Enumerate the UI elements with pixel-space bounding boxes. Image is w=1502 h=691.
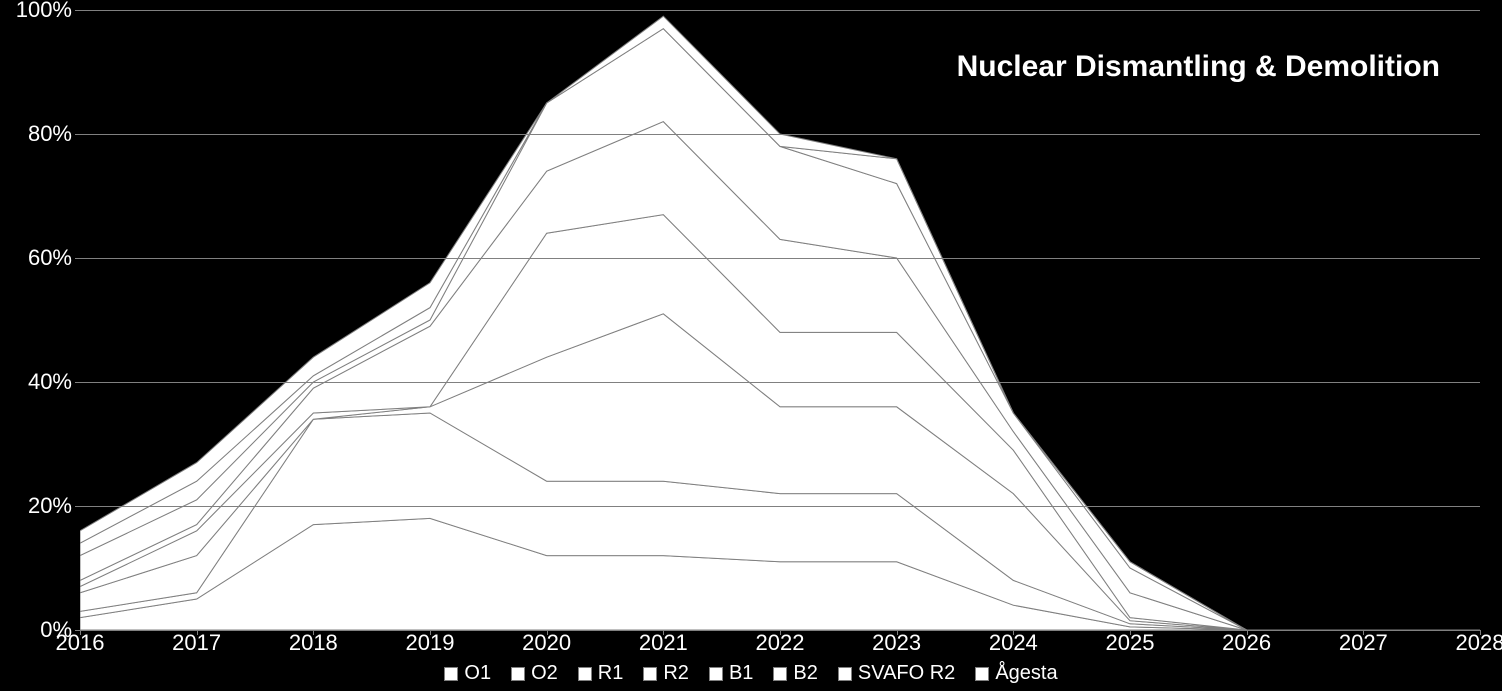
legend: O1 O2 R1 R2 B1 B2 SVAFO R2 Ågesta [0, 662, 1502, 685]
legend-item: SVAFO R2 [838, 662, 955, 685]
x-tick-label: 2024 [989, 630, 1038, 656]
y-tick-mark [75, 134, 80, 135]
legend-swatch-icon [709, 667, 723, 681]
legend-label: O2 [531, 662, 558, 684]
x-tick-label: 2026 [1222, 630, 1271, 656]
legend-label: Ågesta [995, 662, 1057, 684]
gridline [80, 10, 1480, 11]
y-tick-label: 100% [2, 0, 72, 23]
legend-item: R1 [578, 662, 624, 685]
y-tick-mark [75, 506, 80, 507]
x-tick-label: 2022 [756, 630, 805, 656]
x-tick-label: 2016 [56, 630, 105, 656]
stacked-area-svg [80, 10, 1480, 630]
legend-item: Ågesta [975, 662, 1057, 685]
legend-swatch-icon [444, 667, 458, 681]
legend-swatch-icon [511, 667, 525, 681]
y-tick-label: 20% [2, 493, 72, 519]
gridline [80, 258, 1480, 259]
gridline [80, 382, 1480, 383]
legend-label: B1 [729, 662, 753, 684]
legend-label: R1 [598, 662, 624, 684]
x-tick-label: 2023 [872, 630, 921, 656]
chart-container: Nuclear Dismantling & Demolition [80, 10, 1480, 630]
legend-label: SVAFO R2 [858, 662, 955, 684]
y-tick-mark [75, 10, 80, 11]
x-tick-label: 2017 [172, 630, 221, 656]
legend-swatch-icon [578, 667, 592, 681]
gridline [80, 506, 1480, 507]
chart-title: Nuclear Dismantling & Demolition [957, 50, 1440, 84]
x-tick-label: 2020 [522, 630, 571, 656]
y-tick-mark [75, 258, 80, 259]
y-tick-label: 40% [2, 369, 72, 395]
legend-item: B2 [773, 662, 817, 685]
x-tick-label: 2019 [406, 630, 455, 656]
legend-swatch-icon [975, 667, 989, 681]
x-tick-label: 2025 [1106, 630, 1155, 656]
legend-swatch-icon [643, 667, 657, 681]
y-tick-mark [75, 382, 80, 383]
legend-item: O2 [511, 662, 558, 685]
plot-area [80, 10, 1480, 630]
gridline [80, 134, 1480, 135]
legend-label: R2 [663, 662, 689, 684]
legend-label: O1 [464, 662, 491, 684]
legend-swatch-icon [838, 667, 852, 681]
legend-label: B2 [793, 662, 817, 684]
legend-item: B1 [709, 662, 753, 685]
x-tick-label: 2028 [1456, 630, 1502, 656]
x-tick-label: 2027 [1339, 630, 1388, 656]
x-tick-label: 2021 [639, 630, 688, 656]
legend-item: R2 [643, 662, 689, 685]
legend-item: O1 [444, 662, 491, 685]
y-tick-label: 80% [2, 121, 72, 147]
y-tick-label: 60% [2, 245, 72, 271]
legend-swatch-icon [773, 667, 787, 681]
x-tick-label: 2018 [289, 630, 338, 656]
